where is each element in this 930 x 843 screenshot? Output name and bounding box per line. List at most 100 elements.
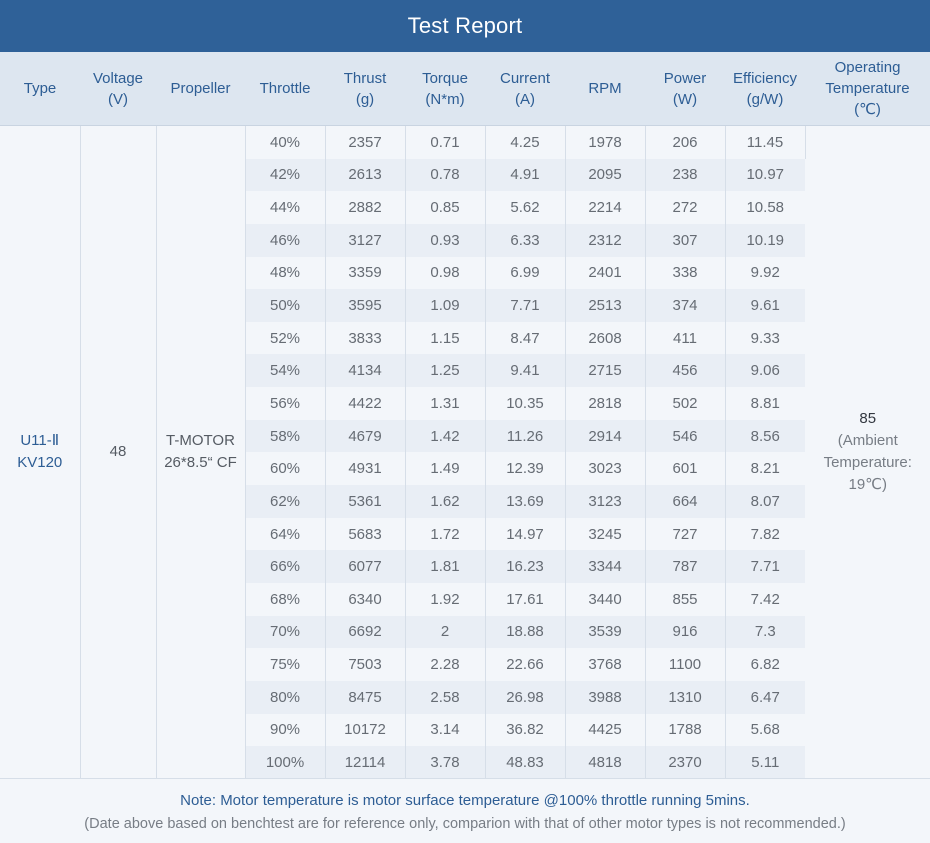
header-type: Type bbox=[0, 52, 80, 126]
table-row: 46% 3127 0.93 6.33 2312 307 10.19 bbox=[0, 223, 930, 257]
table-row: 42% 2613 0.78 4.91 2095 238 10.97 bbox=[0, 158, 930, 192]
cell-efficiency: 8.21 bbox=[725, 452, 805, 486]
table-row: 64% 5683 1.72 14.97 3245 727 7.82 bbox=[0, 517, 930, 551]
cell-power: 1788 bbox=[645, 713, 726, 747]
cell-efficiency: 6.47 bbox=[725, 680, 805, 714]
report-title-bar: Test Report bbox=[0, 0, 930, 52]
cell-rpm: 2401 bbox=[565, 256, 646, 290]
cell-rpm: 3123 bbox=[565, 485, 646, 518]
cell-current: 22.66 bbox=[485, 648, 566, 681]
header-throttle: Throttle bbox=[245, 52, 325, 126]
cell-power: 1100 bbox=[645, 648, 726, 681]
footer-note: Note: Motor temperature is motor surface… bbox=[180, 792, 750, 809]
cell-throttle: 46% bbox=[245, 223, 326, 257]
cell-efficiency: 10.19 bbox=[725, 223, 805, 257]
header-power: Power (W) bbox=[645, 52, 725, 126]
cell-efficiency: 8.56 bbox=[725, 419, 805, 453]
cell-thrust: 3833 bbox=[325, 321, 406, 355]
cell-throttle: 54% bbox=[245, 354, 326, 388]
cell-throttle: 66% bbox=[245, 550, 326, 583]
cell-torque: 2.28 bbox=[405, 648, 486, 681]
cell-thrust: 4134 bbox=[325, 354, 406, 388]
report-title: Test Report bbox=[407, 13, 523, 38]
cell-torque: 1.72 bbox=[405, 517, 486, 551]
cell-torque: 1.15 bbox=[405, 321, 486, 355]
cell-thrust: 4679 bbox=[325, 419, 406, 453]
test-report-table: Type Voltage (V) Propeller Throttle Thrus… bbox=[0, 52, 930, 779]
cell-throttle: 64% bbox=[245, 517, 326, 551]
cell-throttle: 75% bbox=[245, 648, 326, 681]
cell-rpm: 2914 bbox=[565, 419, 646, 453]
cell-torque: 0.85 bbox=[405, 191, 486, 224]
cell-thrust: 2882 bbox=[325, 191, 406, 224]
cell-power: 787 bbox=[645, 550, 726, 583]
cell-throttle: 80% bbox=[245, 680, 326, 714]
cell-rpm: 4818 bbox=[565, 746, 646, 779]
cell-thrust: 6692 bbox=[325, 615, 406, 649]
cell-rpm: 2818 bbox=[565, 387, 646, 420]
cell-power: 2370 bbox=[645, 746, 726, 779]
cell-throttle: 62% bbox=[245, 485, 326, 518]
cell-rpm: 2608 bbox=[565, 321, 646, 355]
footer-disclaimer: (Date above based on benchtest are for r… bbox=[84, 816, 846, 832]
cell-rpm: 3440 bbox=[565, 582, 646, 616]
cell-throttle: 60% bbox=[245, 452, 326, 486]
table-row: 58% 4679 1.42 11.26 2914 546 8.56 bbox=[0, 419, 930, 453]
cell-rpm: 1978 bbox=[565, 125, 646, 159]
cell-efficiency: 7.82 bbox=[725, 517, 805, 551]
cell-torque: 1.62 bbox=[405, 485, 486, 518]
cell-thrust: 6340 bbox=[325, 582, 406, 616]
table-row: 90% 10172 3.14 36.82 4425 1788 5.68 bbox=[0, 713, 930, 747]
cell-efficiency: 8.81 bbox=[725, 387, 805, 420]
table-row: 60% 4931 1.49 12.39 3023 601 8.21 bbox=[0, 452, 930, 486]
cell-efficiency: 9.33 bbox=[725, 321, 805, 355]
cell-efficiency: 5.68 bbox=[725, 713, 805, 747]
cell-current: 6.99 bbox=[485, 256, 566, 290]
cell-rpm: 3539 bbox=[565, 615, 646, 649]
cell-torque: 1.42 bbox=[405, 419, 486, 453]
cell-current: 4.25 bbox=[485, 125, 566, 159]
cell-current: 18.88 bbox=[485, 615, 566, 649]
cell-rpm: 4425 bbox=[565, 713, 646, 747]
cell-torque: 3.14 bbox=[405, 713, 486, 747]
cell-rpm: 2715 bbox=[565, 354, 646, 388]
cell-throttle: 40% bbox=[245, 125, 326, 159]
cell-torque: 1.31 bbox=[405, 387, 486, 420]
cell-rpm: 3023 bbox=[565, 452, 646, 486]
cell-torque: 2 bbox=[405, 615, 486, 649]
cell-current: 5.62 bbox=[485, 191, 566, 224]
cell-thrust: 7503 bbox=[325, 648, 406, 681]
cell-thrust: 3595 bbox=[325, 289, 406, 322]
cell-torque: 0.71 bbox=[405, 125, 486, 159]
cell-power: 411 bbox=[645, 321, 726, 355]
cell-rpm: 3245 bbox=[565, 517, 646, 551]
header-rpm: RPM bbox=[565, 52, 645, 126]
cell-efficiency: 7.3 bbox=[725, 615, 805, 649]
cell-thrust: 12114 bbox=[325, 746, 406, 779]
cell-current: 6.33 bbox=[485, 223, 566, 257]
cell-power: 307 bbox=[645, 223, 726, 257]
cell-efficiency: 11.45 bbox=[725, 125, 806, 159]
cell-operating-temperature: 85 (Ambient Temperature: 19℃) bbox=[805, 125, 930, 779]
cell-power: 664 bbox=[645, 485, 726, 518]
cell-type: U11-Ⅱ KV120 bbox=[0, 125, 81, 779]
cell-torque: 0.78 bbox=[405, 158, 486, 192]
cell-rpm: 3344 bbox=[565, 550, 646, 583]
cell-current: 4.91 bbox=[485, 158, 566, 192]
cell-throttle: 52% bbox=[245, 321, 326, 355]
table-row: 75% 7503 2.28 22.66 3768 1100 6.82 bbox=[0, 648, 930, 681]
cell-thrust: 2613 bbox=[325, 158, 406, 192]
cell-thrust: 3359 bbox=[325, 256, 406, 290]
cell-current: 17.61 bbox=[485, 582, 566, 616]
cell-current: 36.82 bbox=[485, 713, 566, 747]
header-row: Type Voltage (V) Propeller Throttle Thrus… bbox=[0, 52, 930, 126]
table-row: 48% 3359 0.98 6.99 2401 338 9.92 bbox=[0, 256, 930, 290]
cell-current: 10.35 bbox=[485, 387, 566, 420]
table-row: 68% 6340 1.92 17.61 3440 855 7.42 bbox=[0, 582, 930, 616]
cell-efficiency: 10.58 bbox=[725, 191, 805, 224]
cell-current: 12.39 bbox=[485, 452, 566, 486]
cell-thrust: 5361 bbox=[325, 485, 406, 518]
cell-current: 14.97 bbox=[485, 517, 566, 551]
cell-torque: 1.81 bbox=[405, 550, 486, 583]
